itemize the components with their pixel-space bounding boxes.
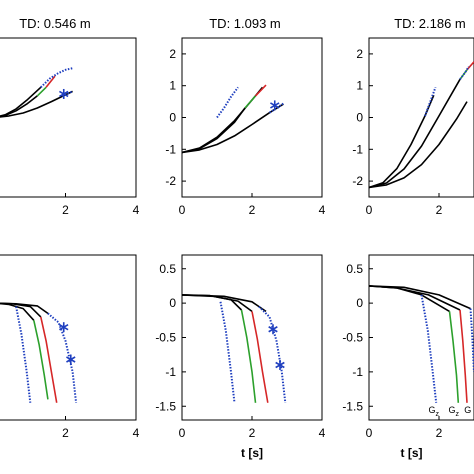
axes-frame <box>181 254 323 421</box>
series-line-5 <box>424 86 437 117</box>
series-line-0 <box>182 294 243 311</box>
series-line-5 <box>216 86 239 119</box>
x-tick-label: 0 <box>179 203 186 217</box>
y-tick-label: -1.5 <box>155 399 176 413</box>
star-marker <box>66 354 76 365</box>
x-tick-label: 2 <box>436 203 443 217</box>
series-line-4 <box>40 316 58 403</box>
plot-area <box>182 84 285 154</box>
y-tick-label: 0 <box>169 111 176 125</box>
star-marker <box>270 100 280 111</box>
y-tick-label: -1 <box>165 142 176 156</box>
series-line-3 <box>244 95 257 109</box>
series-line-0 <box>0 90 73 118</box>
series-line-3 <box>240 309 257 403</box>
y-tick-label: 1 <box>356 79 363 93</box>
plot-area <box>369 285 474 403</box>
x-tick-label: 0 <box>366 203 373 217</box>
y-tick-label: -2 <box>352 174 363 188</box>
series-line-2 <box>369 78 461 189</box>
star-marker <box>59 322 69 333</box>
series-line-6 <box>258 305 287 403</box>
annotation-label: Gz <box>428 405 439 418</box>
series-line-0 <box>182 103 284 154</box>
x-tick-label: 2 <box>62 203 69 217</box>
x-tick-label: 4 <box>133 203 140 217</box>
x-tick-label: 2 <box>62 426 69 440</box>
y-tick-label: 0 <box>356 296 363 310</box>
series-line-4 <box>45 75 56 88</box>
panel-bottom-2: 0 2 4 -1.5 -1 -0.5 0 0.5 t [s] <box>155 254 326 460</box>
series-line-4 <box>251 311 269 403</box>
y-tick-label: 2 <box>169 47 176 61</box>
plot-area <box>369 61 474 189</box>
annotation-label: Gz <box>448 405 459 418</box>
x-axis-label: t [s] <box>241 446 263 460</box>
series-line-2 <box>0 302 49 315</box>
series-line-4 <box>254 84 267 97</box>
y-tick-label: 0.5 <box>159 262 176 276</box>
y-tick-label: -1 <box>352 365 363 379</box>
series-line-5 <box>219 301 236 403</box>
y-tick-label: -1.5 <box>342 399 363 413</box>
panel-title: TD: 1.093 m <box>209 16 281 31</box>
series-line-6 <box>459 66 470 80</box>
star-marker <box>275 360 285 370</box>
panel-title: TD: 2.186 m <box>394 16 466 31</box>
series-line-2 <box>369 285 471 310</box>
y-tick-label: 0 <box>169 296 176 310</box>
series-line-4 <box>466 61 474 71</box>
series-line-6 <box>469 308 474 372</box>
panel-top-2: TD: 1.093 m 0 2 4 -2 -1 0 1 2 <box>165 16 325 217</box>
x-axis-label: t [s] <box>401 446 423 460</box>
x-tick-label: 0 <box>366 426 373 440</box>
y-tick-label: 1 <box>169 79 176 93</box>
series-line-2 <box>182 294 267 313</box>
plot-area <box>0 302 78 403</box>
panel-top-1: TD: 0.546 m 2 4 <box>0 16 140 217</box>
x-tick-label: 0 <box>179 426 186 440</box>
axes-frame <box>0 254 137 421</box>
y-tick-label: -1 <box>352 142 363 156</box>
series-line-5 <box>420 294 438 403</box>
series-line-5 <box>15 306 32 403</box>
series-line-4 <box>459 309 468 403</box>
x-tick-label: 4 <box>133 426 140 440</box>
series-line-3 <box>36 86 47 97</box>
y-tick-label: 0 <box>356 111 363 125</box>
y-tick-label: -1 <box>165 365 176 379</box>
x-tick-label: 4 <box>319 426 326 440</box>
x-tick-label: 2 <box>436 426 443 440</box>
series-line-0 <box>369 101 468 189</box>
y-tick-label: 2 <box>356 47 363 61</box>
y-tick-label: -0.5 <box>155 331 176 345</box>
x-tick-label: 2 <box>249 426 256 440</box>
plot-area <box>0 67 74 118</box>
y-tick-label: -0.5 <box>342 331 363 345</box>
series-line-3 <box>448 311 460 403</box>
y-tick-label: 0.5 <box>346 262 363 276</box>
star-marker <box>59 88 69 99</box>
x-tick-label: 4 <box>319 203 326 217</box>
x-tick-label: 2 <box>249 203 256 217</box>
annotation-label: G <box>464 405 471 415</box>
series-line-2 <box>0 86 42 117</box>
panel-top-3: TD: 2.186 m 0 2 -2 -1 0 1 2 <box>352 16 474 217</box>
series-line-5 <box>40 67 73 89</box>
series-line-3 <box>33 320 49 400</box>
plot-area <box>182 294 287 403</box>
series-line-6 <box>47 312 78 403</box>
axes-frame <box>0 37 137 198</box>
panel-bottom-3: 0 2 -1.5 -1 -0.5 0 0.5 t [s] Gz Gz G <box>342 254 474 460</box>
y-tick-label: -2 <box>165 174 176 188</box>
panel-title: TD: 0.546 m <box>19 16 91 31</box>
star-marker <box>268 324 278 335</box>
axes-frame <box>181 37 323 198</box>
